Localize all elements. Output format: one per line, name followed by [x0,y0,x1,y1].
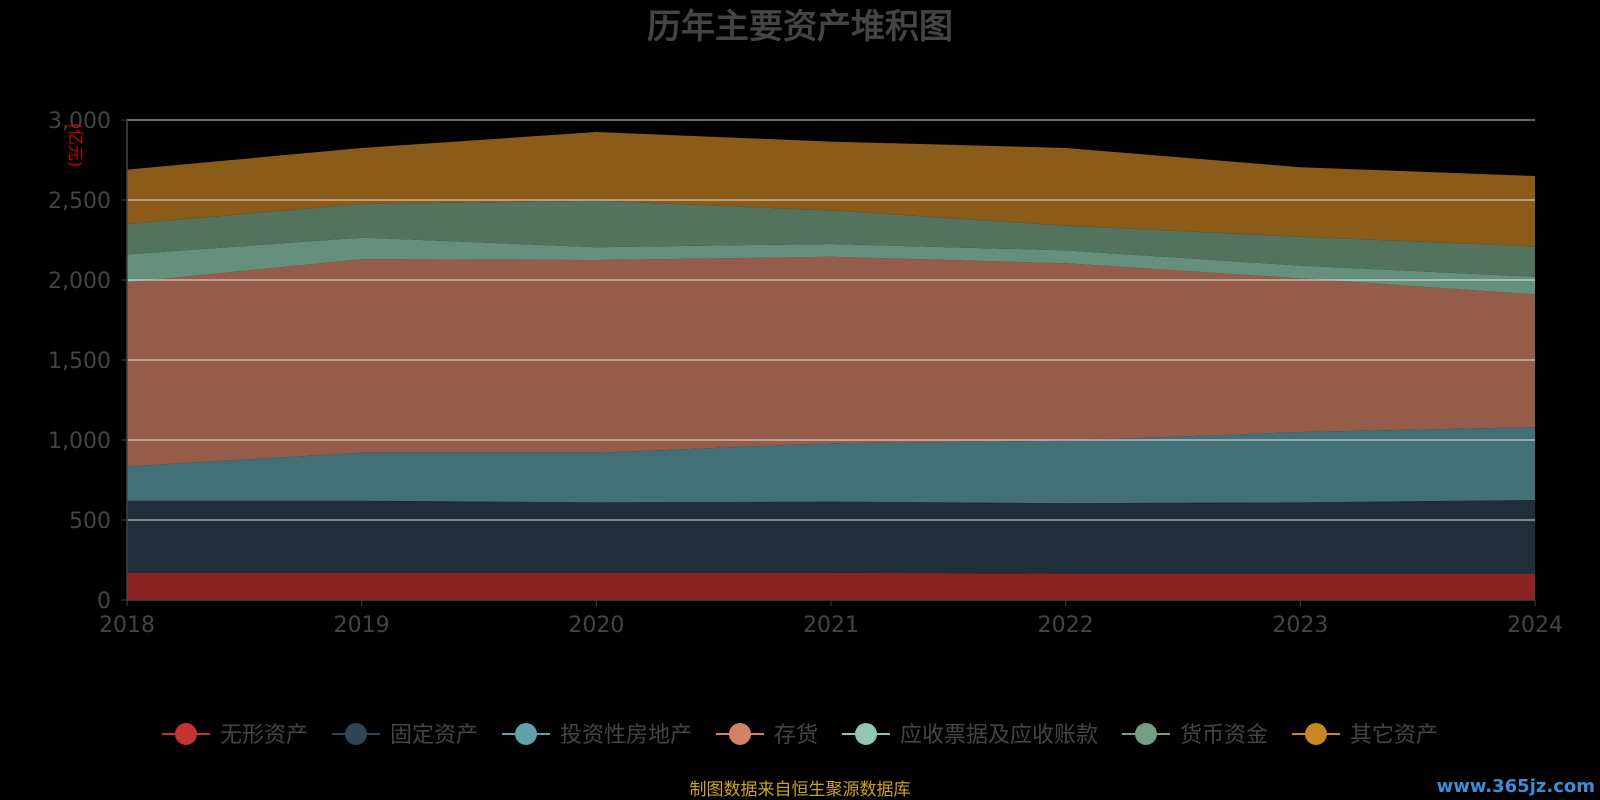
grid-layer [127,119,1535,521]
x-tick-label: 2019 [334,613,390,638]
y-tick-label: 1,000 [48,429,111,454]
area-series-2[interactable] [127,427,1535,504]
chart-title: 历年主要资产堆积图 [647,7,953,47]
y-tick-label: 1,500 [48,349,111,374]
area-series-1[interactable] [127,500,1535,574]
legend-item[interactable]: 应收票据及应收账款 [842,723,1098,748]
area-series-5[interactable] [127,200,1535,277]
legend-marker [345,723,367,745]
legend-label: 无形资产 [220,723,308,748]
y-axis-unit-label: (亿元) [66,123,85,168]
area-series-4[interactable] [127,237,1535,295]
x-tick-label: 2023 [1272,613,1328,638]
y-tick-label: 3,000 [48,109,111,134]
legend-marker [1305,723,1327,745]
legend-item[interactable]: 投资性房地产 [502,723,692,748]
legend-item[interactable]: 无形资产 [162,723,308,748]
y-tick-label: 2,500 [48,189,111,214]
legend-item[interactable]: 其它资产 [1292,723,1438,748]
watermark: www.365jz.com [1437,776,1595,797]
x-tick-label: 2021 [803,613,859,638]
area-layer [127,132,1535,600]
legend-label: 其它资产 [1350,723,1438,748]
legend-marker [175,723,197,745]
legend-label: 固定资产 [390,723,478,748]
y-tick-label: 500 [69,509,111,534]
legend-label: 货币资金 [1180,723,1268,748]
x-tick-label: 2024 [1507,613,1563,638]
y-tick-label: 0 [97,589,111,614]
legend-marker [1135,723,1157,745]
legend-item[interactable]: 存货 [716,723,818,748]
legend-marker [855,723,877,745]
x-tick-label: 2022 [1038,613,1094,638]
legend-marker [729,723,751,745]
legend-label: 应收票据及应收账款 [900,723,1098,748]
y-tick-label: 2,000 [48,269,111,294]
x-tick-label: 2020 [568,613,624,638]
legend-marker [515,723,537,745]
data-source-note: 制图数据来自恒生聚源数据库 [690,780,911,800]
area-series-6[interactable] [127,132,1535,247]
axes-layer: 0 500 1,000 1,500 2,000 2,500 3,000 2018 2019 202… [48,109,1563,638]
area-series-3[interactable] [127,256,1535,467]
legend-item[interactable]: 固定资产 [332,723,478,748]
legend-item[interactable]: 货币资金 [1122,723,1268,748]
legend-label: 存货 [774,723,818,748]
legend[interactable]: 无形资产 固定资产 投资性房地产 存货 应收票据及应收账款 货币资金 其它资产 [162,723,1438,748]
area-series-0[interactable] [127,572,1535,600]
x-tick-label: 2018 [99,613,155,638]
legend-label: 投资性房地产 [560,723,692,748]
